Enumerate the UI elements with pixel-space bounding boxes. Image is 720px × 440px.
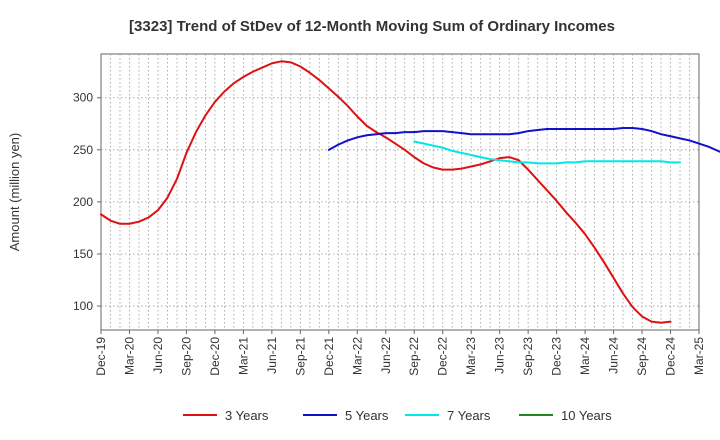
x-tick-label: Mar-25 <box>692 337 706 375</box>
x-tick-layer: Dec-19 Mar-20 Jun-20 Sep-20 Dec-20 Mar-21 Jun-… <box>94 330 706 376</box>
x-tick-label: Jun-20 <box>151 337 165 374</box>
x-tick-label: Dec-24 <box>664 337 678 376</box>
series-line-7-years <box>413 140 682 165</box>
chart-title: [3323] Trend of StDev of 12-Month Moving… <box>129 18 615 35</box>
x-tick-label: Sep-22 <box>407 337 421 376</box>
x-tick-label: Mar-24 <box>578 337 592 375</box>
x-tick-label: Jun-23 <box>493 337 507 374</box>
x-tick-label: Dec-21 <box>322 337 336 376</box>
x-tick-label: Mar-22 <box>350 337 364 375</box>
y-tick-label: 250 <box>73 143 93 157</box>
x-tick-label: Jun-21 <box>265 337 279 374</box>
plot-frame <box>100 53 700 331</box>
legend: 3 Years 5 Years 7 Years 10 Years <box>183 408 612 423</box>
x-tick-label: Dec-22 <box>436 337 450 376</box>
y-axis-label: Amount (million yen) <box>7 133 22 252</box>
y-tick-label: 150 <box>73 247 93 261</box>
x-tick-label: Sep-24 <box>635 337 649 376</box>
series-line-3-years <box>100 60 672 324</box>
x-tick-label: Dec-19 <box>94 337 108 376</box>
series-layer <box>100 60 720 324</box>
y-tick-layer: 100 150 200 250 300 <box>73 91 101 313</box>
x-tick-label: Mar-20 <box>122 337 136 375</box>
x-tick-label: Jun-24 <box>607 337 621 374</box>
legend-label: 7 Years <box>447 408 491 423</box>
series-line-5-years <box>327 126 720 153</box>
y-tick-label: 100 <box>73 299 93 313</box>
legend-label: 3 Years <box>225 408 269 423</box>
y-tick-label: 200 <box>73 195 93 209</box>
x-tick-label: Mar-21 <box>236 337 250 375</box>
x-tick-label: Dec-20 <box>208 337 222 376</box>
x-tick-label: Dec-23 <box>550 337 564 376</box>
legend-label: 5 Years <box>345 408 389 423</box>
x-tick-label: Sep-21 <box>293 337 307 376</box>
x-tick-label: Sep-23 <box>521 337 535 376</box>
legend-label: 10 Years <box>561 408 612 423</box>
y-tick-label: 300 <box>73 91 93 105</box>
x-tick-label: Sep-20 <box>179 337 193 376</box>
x-tick-label: Mar-23 <box>464 337 478 375</box>
x-tick-label: Jun-22 <box>379 337 393 374</box>
